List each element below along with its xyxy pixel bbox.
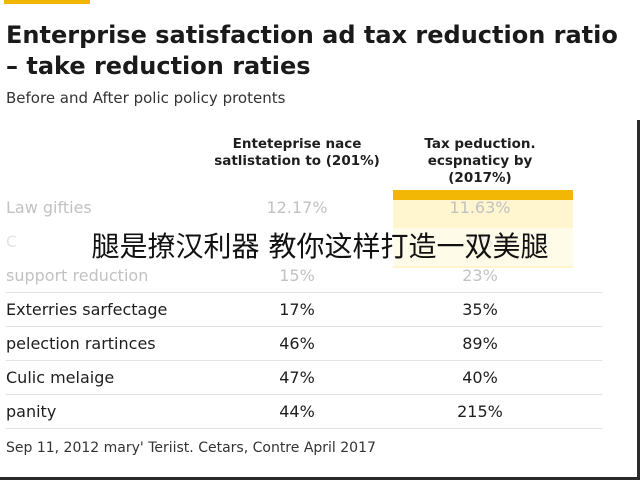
source-note: Sep 11, 2012 mary' Teriist. Cetars, Cont… [6,440,376,456]
row-divider [6,326,602,327]
row-value-2: 40% [462,368,498,387]
table-row: Law gifties 12.17% 11.63% [0,194,640,222]
row-divider [6,292,602,293]
top-accent-bar [4,0,90,4]
row-label: Exterries sarfectage [6,300,168,319]
table-row: Exterries sarfectage 17% 35% [0,296,640,324]
table-row: panity 44% 215% [0,398,640,426]
row-value-2: 89% [462,334,498,353]
row-divider [6,394,602,395]
row-label: Law gifties [6,198,92,217]
overlay-caption: 腿是撩汉利器 教你这样打造一双美腿 [0,228,640,266]
row-value-2: 11.63% [449,198,511,217]
table-row: support reduction 15% 23% [0,262,640,290]
row-label: pelection rartinces [6,334,156,353]
row-value-2: 35% [462,300,498,319]
row-value-1: 44% [279,402,315,421]
row-value-1: 12.17% [266,198,328,217]
row-label: panity [6,402,57,421]
chart-title: Enterprise satisfaction ad tax reduction… [6,21,618,80]
row-label: Culic melaige [6,368,115,387]
column-header-1: Enteteprise nace satlistation to (201%) [214,136,380,169]
row-value-1: 46% [279,334,315,353]
column-header-2: Tax peduction. ecspnaticy by (2017%) [424,136,536,186]
row-divider [6,428,602,429]
chart-subtitle: Before and After polic policy protents [6,89,286,107]
row-value-1: 47% [279,368,315,387]
row-value-1: 15% [279,266,315,285]
row-label: support reduction [6,266,149,285]
row-value-2: 23% [462,266,498,285]
table-row: Culic melaige 47% 40% [0,364,640,392]
frame-edge-right [637,120,640,480]
row-value-1: 17% [279,300,315,319]
frame-edge-bottom [0,477,640,480]
table-row: pelection rartinces 46% 89% [0,330,640,358]
row-value-2: 215% [457,402,503,421]
highlight-column-bar [393,190,573,200]
row-divider [6,360,602,361]
